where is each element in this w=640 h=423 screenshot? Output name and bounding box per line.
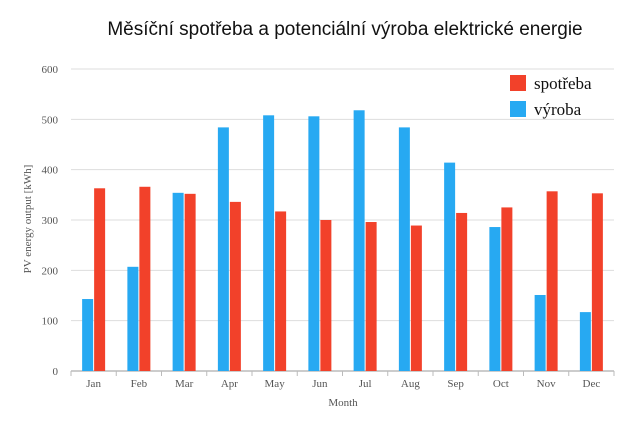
grid [71, 68, 614, 372]
x-tick-label: Apr [221, 378, 238, 390]
y-tick-label: 500 [42, 114, 59, 126]
bar-spotřeba-Jun [320, 220, 332, 371]
bar-spotřeba-Aug [410, 225, 422, 371]
bar-spotřeba-Nov [546, 191, 558, 371]
bar-spotřeba-Sep [456, 212, 468, 371]
bar-spotřeba-Oct [501, 207, 513, 371]
bars [82, 110, 603, 372]
bar-spotřeba-May [275, 211, 287, 371]
y-tick-label: 200 [42, 265, 59, 277]
bar-výroba-Aug [398, 127, 410, 372]
bar-spotřeba-Apr [229, 201, 241, 371]
bar-spotřeba-Mar [184, 193, 196, 371]
x-tick-label: Dec [583, 378, 601, 390]
x-tick-label: Feb [131, 378, 148, 390]
bar-výroba-Sep [444, 162, 456, 371]
bar-výroba-Apr [217, 127, 229, 372]
legend-label-výroba: výroba [534, 100, 582, 119]
bar-výroba-May [263, 115, 275, 371]
y-axis-label: PV energy output [kWh] [22, 165, 34, 274]
bar-výroba-Dec [579, 312, 591, 371]
y-tick-label: 400 [42, 165, 59, 177]
y-axis: 0 100 200 300 400 500 600 [42, 64, 59, 378]
x-tick-label: Jul [359, 378, 372, 390]
x-tick-label: Nov [537, 378, 556, 390]
bar-výroba-Nov [534, 294, 546, 371]
x-tick-label: Mar [175, 378, 194, 390]
y-tick-label: 0 [53, 366, 59, 378]
x-tick-label: Jun [312, 378, 328, 390]
chart-title: Měsíční spotřeba a potenciální výroba el… [107, 19, 582, 40]
legend: spotřeba výroba [510, 74, 592, 119]
y-tick-label: 100 [42, 316, 59, 328]
bar-výroba-Jun [308, 116, 320, 372]
x-tick-label: May [265, 378, 286, 390]
bar-spotřeba-Feb [139, 186, 151, 371]
bar-spotřeba-Dec [591, 193, 603, 371]
bar-spotřeba-Jul [365, 222, 377, 371]
x-tick-label: Aug [401, 378, 420, 390]
legend-swatch-výroba [510, 101, 526, 117]
x-tick-label: Jan [86, 378, 101, 390]
x-tick-label: Sep [447, 378, 464, 390]
bar-výroba-Jan [82, 299, 94, 371]
x-tick-label: Oct [493, 378, 509, 390]
bar-výroba-Feb [127, 266, 139, 371]
y-tick-label: 600 [42, 64, 59, 76]
x-axis: Jan Feb Mar Apr May Jun Jul Aug Sep Oct Nov Dec [70, 371, 615, 390]
bar-spotřeba-Jan [94, 188, 106, 371]
bar-výroba-Mar [172, 192, 184, 371]
x-axis-label: Month [328, 397, 358, 409]
bar-výroba-Oct [489, 227, 501, 371]
y-tick-label: 300 [42, 215, 59, 227]
legend-swatch-spotřeba [510, 75, 526, 91]
legend-label-spotřeba: spotřeba [534, 74, 592, 93]
bar-výroba-Jul [353, 110, 365, 372]
